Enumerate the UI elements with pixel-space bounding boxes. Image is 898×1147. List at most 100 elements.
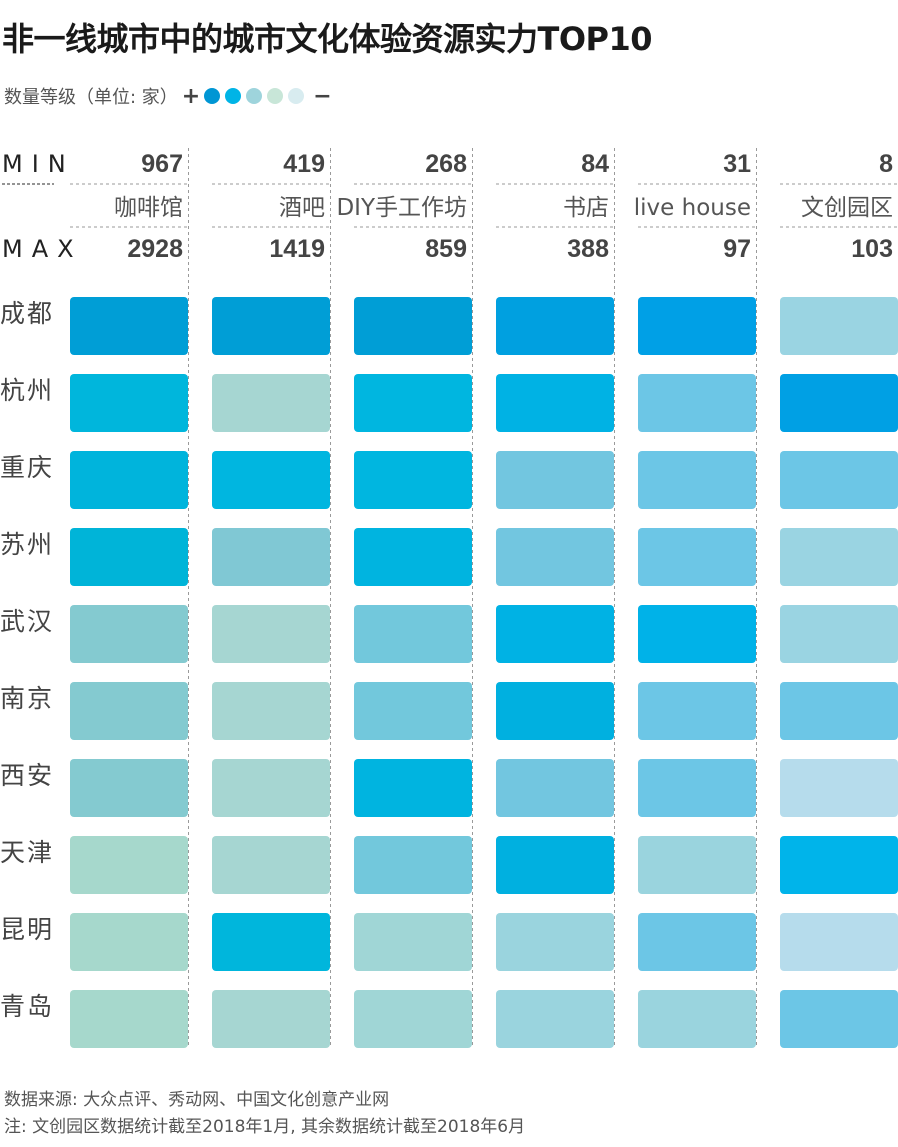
legend-label: 数量等级（单位: 家）	[4, 87, 178, 108]
chart-title: 非一线城市中的城市文化体验资源实力TOP10	[2, 20, 653, 58]
min-value: 31	[723, 150, 751, 178]
heatmap-cell	[70, 913, 188, 971]
min-value: 84	[581, 150, 609, 178]
legend-dots	[204, 88, 309, 104]
heatmap-cell	[638, 451, 756, 509]
row-label: 西安	[0, 761, 54, 790]
heatmap-cell	[638, 297, 756, 355]
max-value: 103	[851, 235, 893, 263]
heatmap-cell	[70, 374, 188, 432]
min-value: 967	[141, 150, 183, 178]
max-value: 1419	[269, 235, 325, 263]
row-label: 天津	[0, 838, 54, 867]
row-label: 武汉	[0, 607, 54, 636]
heatmap-cell	[496, 913, 614, 971]
heatmap-cell	[496, 528, 614, 586]
heatmap-cell	[638, 682, 756, 740]
date-note: 注: 文创园区数据统计截至2018年1月, 其余数据统计截至2018年6月	[4, 1117, 526, 1137]
heatmap-cell	[354, 990, 472, 1048]
heatmap-cell	[780, 528, 898, 586]
heatmap-cell	[638, 913, 756, 971]
heatmap-cell	[354, 759, 472, 817]
legend-dot	[267, 88, 284, 104]
heatmap-cell	[212, 451, 330, 509]
heatmap-cell	[70, 297, 188, 355]
heatmap-cell	[212, 374, 330, 432]
heatmap-cell	[496, 990, 614, 1048]
heatmap-cell	[780, 913, 898, 971]
heatmap-cell	[780, 605, 898, 663]
heatmap-cell	[496, 374, 614, 432]
row-label: 南京	[0, 684, 54, 713]
column-label: 咖啡馆	[114, 195, 183, 221]
max-value: 2928	[127, 235, 183, 263]
row-label: 苏州	[0, 530, 54, 559]
max-value: 859	[425, 235, 467, 263]
heatmap-cell	[212, 836, 330, 894]
heatmap-cell	[70, 528, 188, 586]
min-value: 8	[879, 150, 893, 178]
heatmap-cell	[780, 297, 898, 355]
heatmap-cell	[496, 297, 614, 355]
max-value: 97	[723, 235, 751, 263]
row-label: 重庆	[0, 453, 54, 482]
column-label: 酒吧	[279, 195, 325, 221]
heatmap-cell	[70, 451, 188, 509]
heatmap-cell	[638, 528, 756, 586]
legend: 数量等级（单位: 家） + −	[4, 83, 336, 109]
max-value: 388	[567, 235, 609, 263]
legend-dot	[225, 88, 242, 104]
heatmap-cell	[638, 836, 756, 894]
heatmap-cell	[212, 913, 330, 971]
column-label: 文创园区	[801, 195, 893, 221]
heatmap-cell	[70, 682, 188, 740]
heatmap-cell	[212, 297, 330, 355]
heatmap-cell	[70, 605, 188, 663]
source-note: 数据来源: 大众点评、秀动网、中国文化创意产业网	[4, 1090, 390, 1110]
heatmap-cell	[354, 836, 472, 894]
heatmap-cell	[780, 990, 898, 1048]
heatmap-cell	[638, 759, 756, 817]
heatmap-cell	[780, 836, 898, 894]
heatmap-cell	[354, 374, 472, 432]
heatmap-cell	[496, 451, 614, 509]
heatmap-cell	[212, 605, 330, 663]
heatmap-cell	[212, 528, 330, 586]
column-label: 书店	[563, 195, 609, 221]
legend-plus: +	[181, 83, 201, 109]
heatmap-cell	[354, 528, 472, 586]
heatmap-cell	[638, 605, 756, 663]
min-value: 268	[425, 150, 467, 178]
column-label: DIY手工作坊	[336, 195, 467, 221]
footer: 数据来源: 大众点评、秀动网、中国文化创意产业网 注: 文创园区数据统计截至20…	[4, 1087, 525, 1141]
heatmap-cell	[496, 836, 614, 894]
heatmap-cell	[70, 836, 188, 894]
heatmap-cell	[780, 374, 898, 432]
heatmap-cell	[354, 297, 472, 355]
heatmap-cell	[638, 990, 756, 1048]
legend-dot	[288, 88, 305, 104]
heatmap-cell	[354, 913, 472, 971]
legend-dot	[246, 88, 263, 104]
heatmap-cell	[496, 759, 614, 817]
heatmap-cell	[212, 990, 330, 1048]
heatmap-cell	[780, 759, 898, 817]
heatmap-cell	[70, 990, 188, 1048]
legend-dot	[204, 88, 221, 104]
min-value: 419	[283, 150, 325, 178]
row-label: 杭州	[0, 376, 54, 405]
heatmap-cell	[212, 759, 330, 817]
row-label: 青岛	[0, 992, 54, 1021]
heatmap-cell	[780, 682, 898, 740]
heatmap-cell	[70, 759, 188, 817]
min-label: MIN	[2, 150, 75, 178]
heatmap-cell	[496, 682, 614, 740]
heatmap-cell	[780, 451, 898, 509]
row-label: 成都	[0, 299, 54, 328]
heatmap-cell	[354, 605, 472, 663]
heatmap-cell	[496, 605, 614, 663]
heatmap-cell	[354, 682, 472, 740]
max-label: MAX	[2, 235, 83, 263]
column-label: live house	[634, 195, 751, 221]
